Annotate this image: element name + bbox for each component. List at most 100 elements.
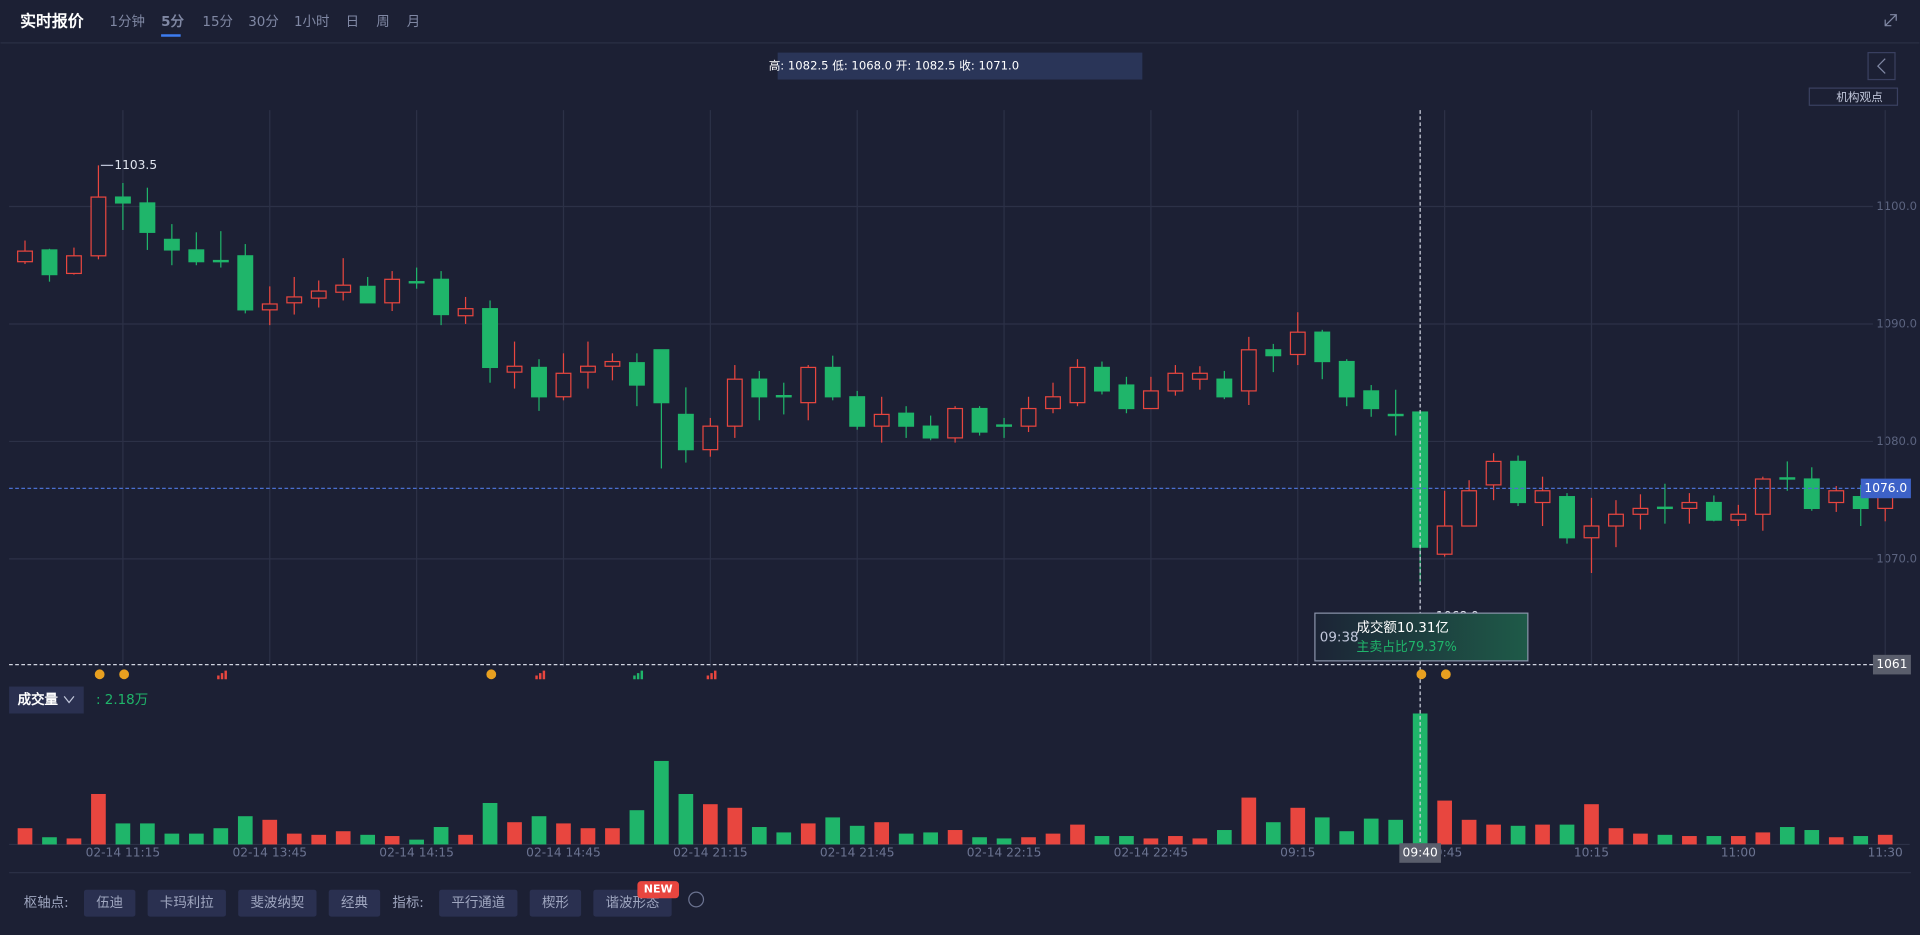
footer-button-label[interactable]: 卡玛利拉 [160, 895, 214, 911]
volume-bar [91, 793, 106, 845]
candle-body [286, 296, 303, 304]
volume-bar [1094, 836, 1110, 845]
candle-body [922, 425, 939, 439]
footer-button-label[interactable]: 经典 [341, 895, 368, 911]
volume-bar [580, 828, 596, 845]
candle-body [1436, 525, 1453, 555]
signal-marker[interactable] [217, 670, 717, 680]
last-price-label: 1076.0 [1864, 481, 1907, 495]
volume-bar [433, 827, 449, 845]
volume-bar [1045, 833, 1061, 845]
tab[interactable]: 5分 [161, 14, 184, 30]
volume-bar [923, 832, 938, 845]
volume-bar [311, 834, 327, 845]
tab[interactable]: 15分 [202, 14, 233, 30]
volume-bar [1828, 837, 1844, 845]
x-tick-label: 11:00 [1721, 846, 1756, 860]
new-badge-label: NEW [644, 883, 673, 896]
volume-bar [1070, 824, 1085, 845]
volume-bar [1314, 817, 1330, 845]
tab[interactable]: 月 [407, 15, 420, 30]
footer-button[interactable] [83, 889, 136, 917]
footer-button-label[interactable]: 伍迪 [96, 895, 123, 911]
event-marker[interactable] [1416, 669, 1427, 680]
event-marker[interactable] [486, 669, 497, 680]
tab[interactable]: 1分钟 [109, 13, 144, 30]
candle-body [163, 238, 180, 251]
footer-button[interactable] [328, 889, 381, 917]
event-marker[interactable] [94, 669, 105, 680]
side-toggle[interactable] [1867, 52, 1896, 81]
candle-body [457, 308, 474, 317]
volume-bar [115, 823, 131, 845]
volume-bar [1388, 819, 1404, 845]
help-icon[interactable] [688, 891, 705, 908]
candle-body [751, 378, 768, 398]
dropdown-arrow [63, 695, 75, 704]
tooltip-turnover: 成交额10.31亿 [1357, 619, 1449, 636]
volume-bar [849, 825, 865, 845]
x-tick-label: 02-14 14:45 [526, 846, 601, 860]
ohlc-box [777, 52, 1143, 80]
candle-body [1730, 513, 1747, 521]
volume-bar [1486, 824, 1501, 845]
footer-button-label[interactable]: 楔形 [542, 895, 569, 911]
volume-bar [678, 793, 694, 845]
signal-marker[interactable] [633, 670, 644, 680]
x-tick-label: 02-14 22:15 [967, 846, 1042, 860]
y-tick-label: 1070.0 [1876, 551, 1917, 565]
footer-button-label[interactable]: 斐波纳契 [250, 895, 304, 911]
volume-bar [654, 760, 669, 845]
volume-bar [66, 838, 82, 845]
volume-bar [140, 823, 155, 845]
tooltip-time: 09:38 [1320, 631, 1359, 646]
tab[interactable]: 周 [376, 15, 389, 30]
x-tick-label: 02-14 11:15 [86, 846, 161, 860]
candle-body [310, 290, 327, 299]
candle-body [139, 202, 156, 233]
footer-button-label[interactable]: 平行通道 [451, 895, 505, 911]
volume-bar [996, 838, 1012, 845]
volume-title[interactable]: 成交量 [18, 691, 59, 708]
volume-bar [1510, 825, 1526, 845]
candle-body [384, 278, 401, 304]
candle-body [188, 249, 205, 263]
last-price-box [1860, 478, 1911, 499]
footer-button[interactable] [238, 889, 317, 917]
candle-body [1045, 396, 1061, 410]
tab[interactable]: 30分 [248, 14, 279, 30]
candle-body [1020, 407, 1037, 427]
volume-bar [42, 837, 57, 845]
event-marker[interactable] [1440, 669, 1451, 680]
tooltip [1314, 612, 1529, 662]
event-marker[interactable] [119, 669, 130, 680]
footer-button[interactable] [529, 889, 582, 917]
tab[interactable]: 日 [346, 15, 359, 30]
opinion-label[interactable]: 机构观点 [1836, 90, 1883, 104]
footer-button[interactable] [147, 889, 226, 917]
volume-bar [458, 834, 473, 845]
candle-body [1142, 390, 1159, 410]
footer-button[interactable] [439, 889, 518, 917]
candle-body [1094, 366, 1110, 392]
footer-button-label[interactable]: 谐波形态 [606, 895, 660, 911]
volume-bar [1779, 827, 1795, 845]
volume-bar [507, 822, 522, 845]
candle-body [1338, 360, 1355, 398]
volume-bar [727, 807, 743, 845]
volume-bar [556, 823, 571, 845]
volume-bar [947, 830, 963, 845]
candle-body [1167, 372, 1184, 392]
opinion-button[interactable] [1808, 87, 1899, 106]
volume-bar [1339, 831, 1355, 845]
footer-label: 枢轴点: [24, 895, 69, 911]
volume-bar [262, 819, 278, 845]
candle-body [677, 413, 694, 451]
candle-body [335, 284, 352, 293]
tab[interactable]: 1小时 [294, 14, 329, 30]
volume-bar [1706, 836, 1722, 845]
collapse-icon[interactable] [1884, 14, 1897, 27]
